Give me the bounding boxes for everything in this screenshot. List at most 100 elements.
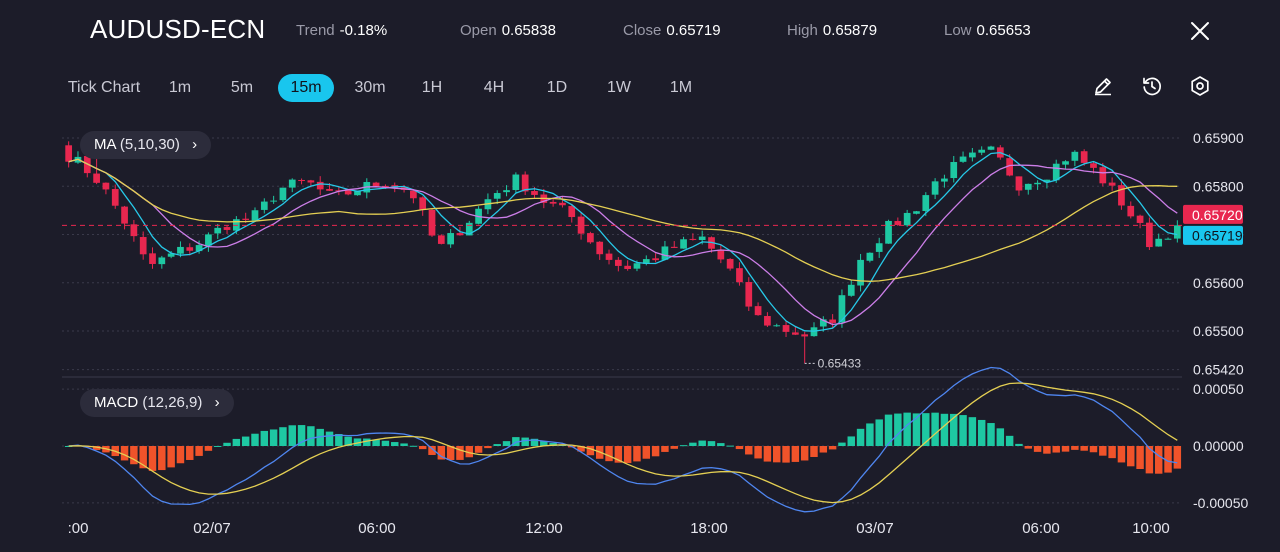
macd-bar (1015, 443, 1023, 446)
macd-bar (223, 442, 231, 446)
timeframe-1h[interactable]: 1H (421, 79, 443, 96)
candle-body (149, 253, 156, 264)
macd-bar (530, 438, 539, 446)
candle-body (372, 182, 380, 187)
chevron-right-icon: › (192, 136, 198, 153)
macd-bar (875, 419, 883, 446)
settings-icon[interactable] (1189, 75, 1211, 97)
candle-body (680, 239, 687, 249)
candle-body (111, 189, 119, 206)
y-tick-label: -0.00050 (1193, 495, 1248, 511)
candle-body (307, 180, 315, 183)
clock-reset-icon[interactable] (1141, 75, 1163, 97)
y-tick-label: 0.00050 (1193, 381, 1244, 397)
candle-body (288, 179, 296, 188)
macd-bar (120, 446, 129, 461)
macd-bar (707, 441, 716, 446)
candle-body (978, 149, 986, 153)
stat-label: Low (944, 22, 972, 39)
ma-indicator-pill[interactable]: MA (5,10,30) › (80, 131, 212, 159)
candle-body (260, 201, 268, 210)
x-tick-label: 18:00 (690, 520, 728, 537)
candle-body (177, 246, 184, 254)
macd-bar (828, 446, 837, 450)
candle-body (950, 162, 958, 179)
x-tick-label: 12:00 (525, 520, 563, 537)
candle-body (913, 211, 920, 214)
candle-body (279, 187, 287, 201)
macd-bar (418, 446, 427, 450)
stat-label: High (787, 22, 818, 39)
candle-body (437, 235, 445, 244)
macd-bar (1164, 446, 1172, 473)
x-tick-label: 10:00 (1132, 520, 1170, 537)
timeframe-15m[interactable]: 15m (278, 74, 334, 102)
macd-bar (241, 436, 250, 446)
macd-bar (605, 446, 613, 462)
candle-body (838, 295, 846, 323)
timeframe-1mo[interactable]: 1M (669, 79, 693, 96)
macd-bar (540, 441, 548, 446)
timeframe-5m[interactable]: 5m (230, 79, 254, 96)
macd-bar (959, 415, 967, 446)
pencil-icon[interactable] (1092, 75, 1114, 97)
macd-bar (148, 446, 157, 471)
macd-bar (1080, 446, 1088, 451)
candle-body (1146, 222, 1153, 248)
close-icon[interactable] (1188, 19, 1212, 43)
macd-bar (912, 413, 921, 446)
candle-body (167, 253, 175, 257)
macd-bar (232, 438, 241, 446)
macd-indicator-pill[interactable]: MACD (12,26,9) › (80, 389, 234, 417)
macd-bar (269, 429, 278, 446)
candle-body (596, 241, 604, 255)
candle-body (941, 178, 948, 182)
candle-body (93, 173, 100, 183)
macd-bar (670, 446, 678, 449)
candle-body (447, 233, 454, 245)
candle-body (1118, 185, 1125, 206)
bid-price-tag (1183, 204, 1243, 224)
candle-body (382, 185, 389, 187)
macd-bar (279, 427, 287, 446)
macd-bar (325, 431, 334, 446)
candle-body (931, 181, 939, 195)
candle-body (326, 189, 333, 191)
candle-body (1034, 182, 1041, 185)
symbol-title: AUDUSD-ECN (90, 14, 266, 44)
macd-bar (316, 428, 324, 446)
macd-bar (260, 430, 269, 446)
candle-body (521, 174, 529, 192)
macd-bar (465, 446, 474, 458)
candle-body (894, 221, 902, 225)
timeframe-1d[interactable]: 1D (546, 79, 568, 96)
macd-bar (819, 446, 828, 453)
timeframe-1m[interactable]: 1m (168, 79, 192, 96)
stat-value: 0.65719 (666, 22, 721, 39)
stat-label: Open (460, 22, 497, 39)
macd-bar (950, 413, 958, 446)
macd-bar (922, 413, 930, 446)
candle-body (987, 146, 995, 150)
macd-bar (577, 446, 585, 452)
timeframe-4h[interactable]: 4H (483, 79, 505, 96)
candle-body (829, 319, 836, 323)
timeframe-1w[interactable]: 1W (607, 79, 631, 96)
x-tick-label: 03/07 (856, 520, 894, 537)
macd-bar (307, 426, 315, 446)
candle-body (1052, 163, 1060, 181)
timeframe-30m[interactable]: 30m (354, 79, 386, 96)
ma-line-5 (68, 151, 1178, 332)
macd-bar (1005, 435, 1014, 446)
macd-bar (726, 445, 734, 447)
candle-body (698, 236, 706, 241)
macd-bar (391, 442, 399, 446)
candle-body (1024, 183, 1032, 190)
candle-body (717, 249, 725, 260)
timeframe-tick-chart[interactable]: Tick Chart (67, 79, 141, 96)
macd-bar (661, 446, 669, 452)
candle-body (1090, 163, 1097, 168)
stat-value: 0.65838 (501, 22, 556, 39)
signal-line (68, 382, 1178, 504)
